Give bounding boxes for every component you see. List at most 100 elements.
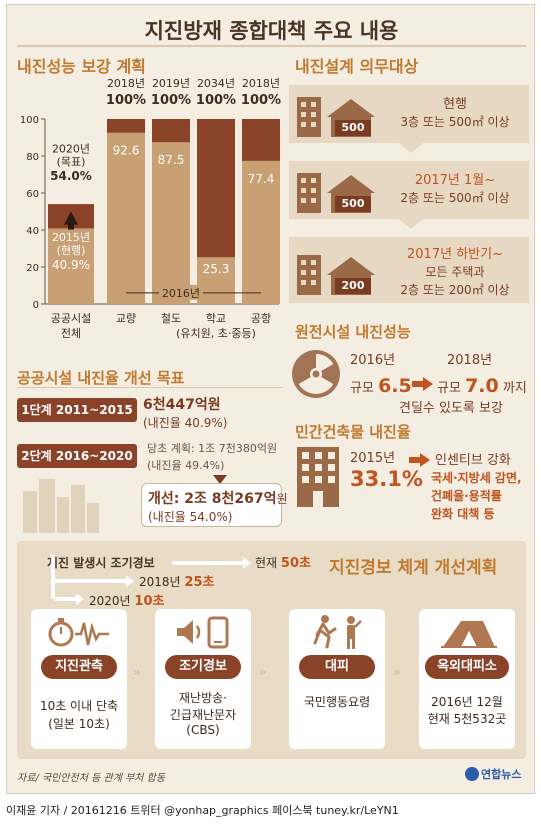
stage2-label: 2단계 2016~2020 <box>17 444 137 468</box>
stage2-original-rate: (내진율 49.4%) <box>147 459 225 472</box>
bar-value-label: 87.5 <box>158 153 185 167</box>
nuclear-magnitude-2016: 규모 6.5 <box>350 375 412 397</box>
card-outdoor-shelter: 옥외대피소 2016년 12월 현재 5천532곳 <box>419 609 515 749</box>
nuclear-note: 견딜수 있도록 보강 <box>399 401 503 416</box>
incentive-item: 완화 대책 등 <box>431 507 495 521</box>
year-2016-bg <box>159 284 203 300</box>
section-private-building-title: 민간건축물 내진율 <box>295 423 411 441</box>
y-tick-label: 0 <box>33 300 39 311</box>
chevron-right-icon: ›› <box>133 665 140 679</box>
y-tick-label: 60 <box>26 189 39 200</box>
chevron-right-icon: ›› <box>259 665 266 679</box>
bar-current <box>242 160 280 304</box>
up-arrow-icon <box>64 211 78 225</box>
design-row-period: 2017년 하반기~ <box>407 247 503 262</box>
bar-target-year: 2034년 <box>197 77 235 90</box>
timeline-arrow-2018 <box>55 579 127 583</box>
bar-category-label: 학교 <box>206 312 226 325</box>
bar-target-percent: 100% <box>151 93 191 108</box>
card-detail: 긴급재난문자 <box>169 708 237 722</box>
design-row-2017-jan: 500 2017년 1월~ 2층 또는 500㎡ 이상 <box>289 161 529 219</box>
design-row-current: 500 현행 3층 또는 500㎡ 이상 <box>289 85 529 143</box>
speaker-phone-icon <box>177 616 229 649</box>
bar-current <box>152 142 190 304</box>
card-label: 조기경보 <box>165 655 241 679</box>
y-tick-label: 20 <box>26 263 39 274</box>
radiation-icon <box>292 350 340 398</box>
incentive-title: 인센티브 강화 <box>435 453 511 468</box>
target-value: 54.0% <box>50 169 92 183</box>
bar-current <box>48 228 94 304</box>
design-row-criteria: 모든 주택과 <box>425 265 485 279</box>
y-tick-label: 40 <box>26 226 39 237</box>
card-observation: 지진관측 10초 이내 단축 (일본 10초) <box>31 609 127 749</box>
warning-now: 현재 50초 <box>255 556 311 571</box>
warning-2018: 2018년 25초 <box>139 575 215 590</box>
design-row-period: 현행 <box>443 97 467 112</box>
card-early-alert: 조기경보 재난방송· 긴급재난문자 (CBS) <box>155 609 251 749</box>
seismic-chart: 0 20 40 60 80 100 2020년(목표)54.0% 2015년(현행)40.9%… <box>20 77 281 340</box>
bar-target-year: 2018년 <box>242 77 280 90</box>
stage2-improved-rate: (내진율 54.0%) <box>148 510 233 524</box>
y-tick-label: 100 <box>20 115 39 126</box>
section-improvement-goal-title: 공공시설 내진율 개선 목표 <box>17 369 185 387</box>
card-detail: (일본 10초) <box>48 717 110 731</box>
stage2-improved-budget: 개선: 2조 8천267억원 <box>148 491 288 507</box>
bar-category-label: 전체 <box>61 327 81 340</box>
stage1-rate: (내진율 40.9%) <box>143 416 228 430</box>
source-note: 자료/ 국민안전처 등 관계 부처 합동 <box>17 773 166 784</box>
page-title: 지진방재 종합대책 주요 내용 <box>144 19 399 43</box>
card-label: 대피 <box>299 655 375 679</box>
nuclear-year-2016: 2016년 <box>350 353 396 368</box>
card-detail: (CBS) <box>186 723 220 737</box>
private-year: 2015년 <box>350 451 396 466</box>
bar-target-percent: 100% <box>106 93 146 108</box>
section-nuclear-title: 원전시설 내진성능 <box>295 323 411 341</box>
section-early-warning-title: 지진경보 체계 개선계획 <box>329 558 498 578</box>
credit-line: 이재윤 기자 / 20161216 트위터 @yonhap_graphics 페… <box>6 804 399 817</box>
bar-target-year: 2018년 <box>107 77 145 90</box>
year-2016-label: 2016년 <box>162 287 200 300</box>
design-row-criteria: 2층 또는 200㎡ 이상 <box>400 283 510 297</box>
bar-current <box>107 132 145 304</box>
bar-value-label: 77.4 <box>248 172 275 186</box>
nuclear-year-2018: 2018년 <box>447 353 493 368</box>
target-year: 2020년 <box>52 142 90 155</box>
card-detail: 2016년 12월 <box>431 695 503 709</box>
card-detail: 10초 이내 단축 <box>39 699 119 713</box>
timeline-vertical <box>51 555 55 599</box>
design-row-criteria: 3층 또는 500㎡ 이상 <box>400 115 510 129</box>
bar-category-label: 공공시설 <box>51 312 91 325</box>
card-evacuation: 대피 국민행동요령 <box>289 609 385 749</box>
area-badge: 500 <box>335 196 371 212</box>
down-arrow <box>399 219 423 229</box>
design-row-criteria: 2층 또는 500㎡ 이상 <box>400 191 510 205</box>
goal-divider <box>17 387 282 388</box>
title-divider <box>17 45 526 47</box>
target-note: (목표) <box>57 155 86 168</box>
chevron-right-icon: ›› <box>393 665 400 679</box>
area-badge: 500 <box>335 120 371 136</box>
infographic-panel: 지진방재 종합대책 주요 내용 내진성능 보강 계획 0 20 40 60 80 100 2… <box>6 4 535 794</box>
yonhap-logo: 연합뉴스 <box>465 765 531 783</box>
warning-start: 지진 발생시 조기경보 <box>47 556 155 570</box>
up-arrow-icon <box>68 223 74 230</box>
bar-current <box>197 257 235 304</box>
bar-category-label: (유치원, 초·중등) <box>176 327 256 340</box>
stopwatch-seismograph-icon <box>48 618 109 647</box>
card-label: 지진관측 <box>41 655 117 679</box>
warning-2020: 2020년 10초 <box>89 594 165 609</box>
stage1-budget: 6천447억원 <box>143 397 221 413</box>
bar-value-label: 25.3 <box>203 262 230 276</box>
section-design-target-title: 내진설계 의무대상 <box>295 57 419 76</box>
incentive-item: 건폐율·용적률 <box>431 489 502 503</box>
city-skyline-icon <box>23 479 99 533</box>
current-year: 2015년 <box>52 231 90 244</box>
bar-target-percent: 100% <box>196 93 236 108</box>
bar-category-label: 철도 <box>161 312 181 325</box>
timeline-arrow-now <box>172 561 244 565</box>
down-arrow <box>213 475 227 484</box>
design-row-2017-h2: 200 2017년 하반기~ 모든 주택과 2층 또는 200㎡ 이상 <box>289 237 529 303</box>
apartment-building-icon <box>297 447 339 507</box>
